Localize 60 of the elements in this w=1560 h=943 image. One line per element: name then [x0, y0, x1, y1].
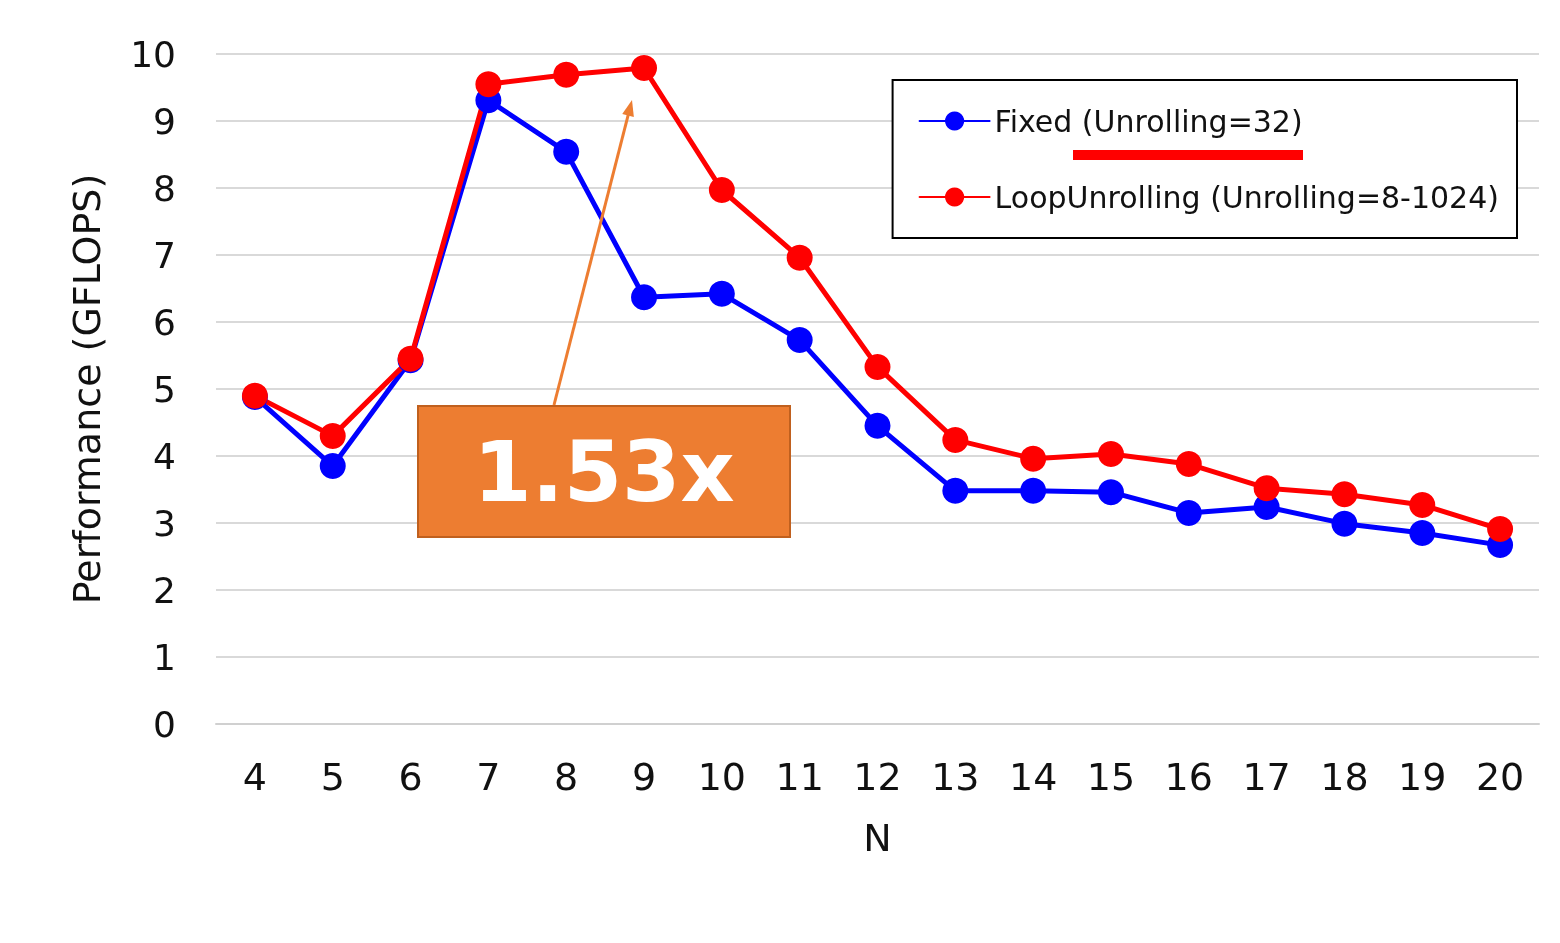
- x-tick-label: 17: [1242, 755, 1291, 799]
- x-axis-title: N: [863, 816, 892, 860]
- point: [475, 71, 502, 98]
- x-tick-label: 5: [320, 755, 345, 799]
- point: [864, 412, 891, 439]
- x-tick-label: 15: [1086, 755, 1136, 799]
- point: [1331, 481, 1358, 508]
- point: [942, 426, 969, 453]
- x-tick-label: 13: [931, 755, 980, 799]
- point: [319, 422, 346, 449]
- point: [786, 327, 813, 354]
- point: [1175, 499, 1202, 526]
- legend-label: Fixed (Unrolling=32): [994, 103, 1303, 139]
- x-tick-label: 16: [1164, 755, 1213, 799]
- point: [1409, 520, 1436, 547]
- point: [1331, 510, 1358, 537]
- x-tick-label: 6: [398, 755, 423, 799]
- x-tick-label: 19: [1398, 755, 1447, 799]
- point: [708, 177, 735, 203]
- annotation: 1.53x: [417, 405, 791, 538]
- point: [942, 477, 969, 504]
- point: [1175, 451, 1202, 478]
- x-tick-label: 4: [242, 755, 268, 799]
- y-tick-label: 4: [153, 435, 176, 477]
- point: [1020, 477, 1047, 504]
- point: [1098, 441, 1124, 467]
- y-tick-label: 6: [153, 301, 176, 343]
- point: [631, 284, 658, 311]
- point: [864, 353, 891, 380]
- y-tick-label: 9: [153, 100, 176, 142]
- legend-label: LoopUnrolling (Unrolling=8-1024): [994, 179, 1499, 215]
- x-tick-label: 12: [853, 755, 902, 799]
- x-tick-label: 20: [1475, 755, 1525, 799]
- point: [1409, 491, 1436, 518]
- y-tick-label: 2: [153, 569, 176, 611]
- x-tick-label: 10: [697, 755, 747, 799]
- y-tick-label: 3: [153, 502, 176, 544]
- y-axis-title: Performance (GFLOPS): [65, 173, 109, 605]
- x-tick-label: 8: [554, 755, 579, 799]
- y-tick-label: 10: [130, 33, 176, 75]
- y-tick-label: 8: [153, 167, 176, 209]
- x-tick-label: 7: [476, 755, 501, 799]
- x-tick-label: 9: [631, 755, 657, 799]
- x-tick-label: 18: [1320, 755, 1369, 799]
- point: [1487, 516, 1514, 543]
- point: [553, 61, 580, 88]
- x-tick-label: 11: [775, 755, 824, 799]
- point: [1098, 479, 1124, 506]
- y-tick-label: 7: [153, 234, 176, 276]
- point: [319, 453, 346, 480]
- point: [1253, 475, 1280, 502]
- y-tick-label: 5: [153, 368, 176, 410]
- point: [1020, 445, 1047, 472]
- point: [708, 280, 735, 307]
- point: [553, 138, 580, 165]
- x-tick-label: 14: [1008, 755, 1058, 799]
- point: [786, 244, 813, 271]
- y-tick-label: 1: [153, 636, 176, 678]
- point: [631, 55, 658, 82]
- y-tick-label: 0: [153, 703, 176, 745]
